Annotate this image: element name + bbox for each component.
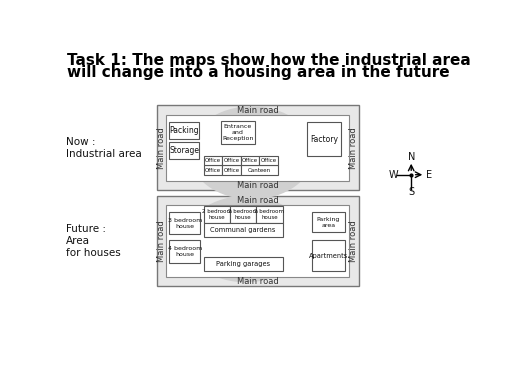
Text: Storage: Storage [169,146,199,155]
Bar [169,143,199,159]
Bar [230,206,256,223]
Text: Factory: Factory [310,135,338,144]
Bar [203,166,222,175]
Bar [169,212,200,234]
Bar [221,121,254,144]
Text: Office: Office [205,167,221,173]
Bar [222,166,241,175]
Text: will change into a housing area in the future: will change into a housing area in the f… [67,65,450,81]
Text: Main road: Main road [237,105,279,115]
Bar [307,122,342,156]
Text: Now :
Industrial area: Now : Industrial area [66,137,141,158]
Bar [166,205,349,277]
Text: Apartments: Apartments [309,253,348,259]
Bar [203,206,230,223]
Text: Task 1: The maps show how the industrial area: Task 1: The maps show how the industrial… [67,53,471,68]
Bar [203,223,283,237]
Text: Main road: Main road [237,181,279,190]
Text: Packing: Packing [169,126,199,135]
Text: 2 bedroom
house: 2 bedroom house [202,209,231,220]
Text: Communal gardens: Communal gardens [210,227,276,233]
Text: Parking
area: Parking area [316,217,340,228]
Bar [166,115,349,181]
Text: Main road: Main road [349,220,358,262]
Bar [157,105,358,190]
Bar [241,156,259,166]
Text: 4 bedroom
house: 4 bedroom house [168,246,202,257]
Text: E: E [426,170,432,180]
Text: Future :
Area
for houses: Future : Area for houses [66,224,120,257]
Text: Parking garages: Parking garages [216,261,270,267]
Text: Main road: Main road [237,277,279,286]
Ellipse shape [185,196,306,282]
Bar [312,212,345,232]
Text: Main road: Main road [157,220,166,262]
Text: Office: Office [261,158,276,163]
Bar [169,240,200,263]
Ellipse shape [189,106,314,200]
Text: Main road: Main road [157,127,166,169]
Text: Main road: Main road [349,127,358,169]
Text: 2 bedroom
house: 2 bedroom house [254,209,284,220]
Bar [312,240,345,271]
Text: Office: Office [242,158,258,163]
Bar [203,257,283,271]
Text: Entrance
and
Reception: Entrance and Reception [222,124,253,141]
Bar [256,206,283,223]
Text: Office: Office [205,158,221,163]
Bar [241,166,278,175]
Text: N: N [408,152,415,162]
Text: Office: Office [223,167,240,173]
Bar [259,156,278,166]
Text: Main road: Main road [237,196,279,204]
Bar [157,195,358,287]
Text: Canteen: Canteen [248,167,271,173]
Bar [169,122,199,139]
Text: W: W [389,170,398,180]
Text: 3 bedroom
house: 3 bedroom house [168,218,202,229]
Text: S: S [408,187,414,197]
Text: Office: Office [223,158,240,163]
Bar [222,156,241,166]
Text: 2 bedroom
house: 2 bedroom house [228,209,258,220]
Bar [203,156,222,166]
